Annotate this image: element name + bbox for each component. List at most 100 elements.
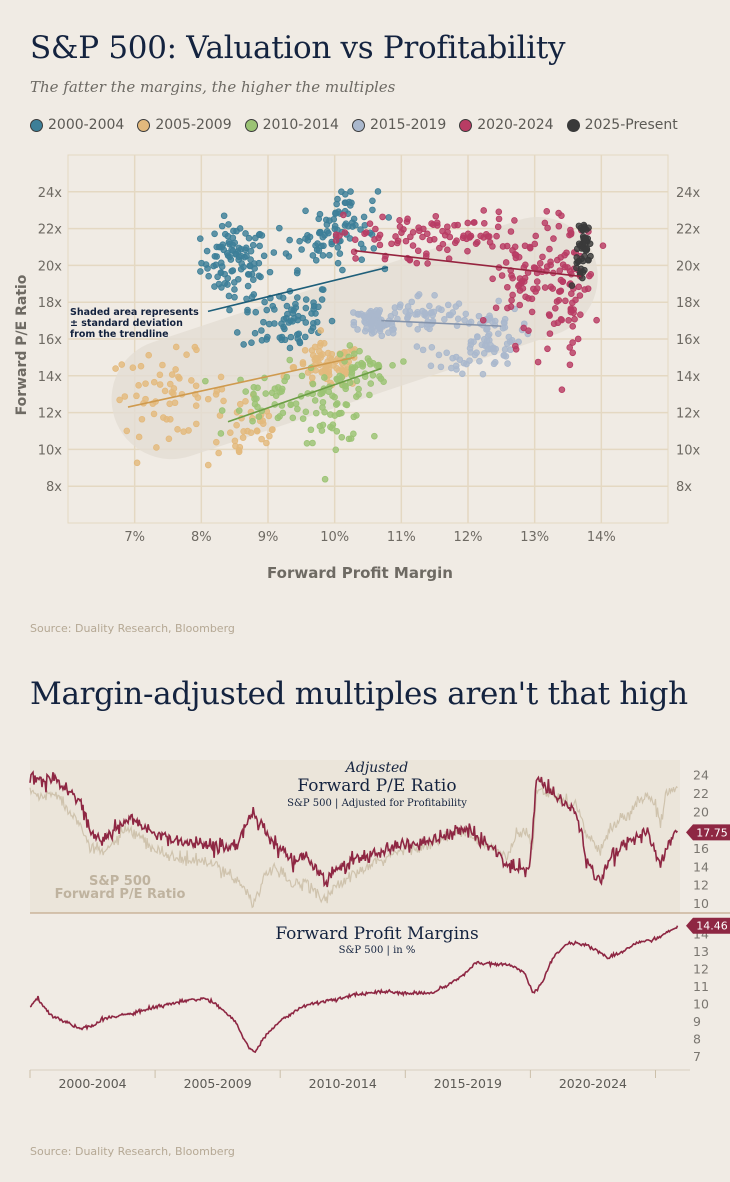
scatter-point [559, 261, 567, 268]
pe-y-tick: 20 [693, 804, 709, 819]
legend-label: 2015-2019 [369, 117, 447, 133]
scatter-point [555, 296, 563, 304]
scatter-point [299, 359, 307, 366]
scatter-point [318, 427, 326, 434]
scatter-point [581, 286, 589, 293]
scatter-point [215, 280, 223, 288]
scatter-point [229, 234, 237, 242]
trend-line [207, 266, 389, 313]
scatter-point [568, 282, 576, 289]
margin-badge-value: 14.46 [696, 920, 728, 933]
scatter-point [153, 444, 160, 451]
scatter-point [470, 338, 477, 346]
scatter-point [274, 414, 282, 422]
scatter-point [504, 360, 511, 367]
scatter-point [369, 372, 377, 379]
scatter-point [165, 435, 173, 443]
scatter-point [320, 242, 327, 250]
scatter-point [214, 273, 221, 281]
scatter-point [309, 380, 317, 388]
scatter-point [454, 315, 462, 323]
scatter-point [381, 255, 389, 263]
y-tick-label-left: 18x [38, 296, 63, 311]
scatter-point [309, 252, 317, 259]
scatter-point [533, 278, 541, 285]
scatter-point [546, 245, 553, 253]
scatter-point [367, 318, 375, 326]
scatter-point [317, 327, 325, 334]
scatter-point [500, 352, 508, 359]
scatter-point [150, 410, 158, 418]
scatter-point [211, 230, 218, 238]
scatter-point [330, 216, 338, 223]
scatter-point [302, 207, 309, 215]
scatter-point [299, 415, 307, 422]
scatter-point [298, 246, 305, 253]
scatter-point [314, 240, 321, 247]
scatter-point [239, 434, 247, 441]
scatter-point [341, 229, 349, 236]
scatter-point [279, 294, 287, 302]
scatter-point [202, 261, 210, 268]
scatter-point [599, 242, 607, 250]
scatter-point [286, 236, 293, 244]
scatter-point [355, 311, 363, 318]
scatter-point [298, 372, 306, 380]
margin-y-tick: 10 [693, 996, 709, 1011]
scatter-point [225, 292, 233, 300]
scatter-point [582, 234, 589, 242]
scatter-point [413, 259, 421, 267]
scatter-point [168, 371, 176, 378]
scatter-point [348, 366, 355, 373]
scatter-point [356, 347, 363, 355]
scatter-point [350, 215, 358, 223]
y-tick-label-left: 12x [38, 407, 63, 422]
scatter-point [193, 346, 200, 354]
scatter-point [492, 304, 500, 312]
scatter-point [481, 342, 489, 349]
scatter-point [256, 230, 264, 238]
scatter-point [318, 286, 326, 293]
scatter-point [443, 349, 450, 357]
scatter-point [437, 363, 445, 371]
scatter-point [285, 319, 293, 326]
scatter-point [331, 222, 339, 230]
scatter-point [233, 421, 240, 429]
scatter-point [256, 242, 263, 250]
y-tick-label-right: 24x [676, 186, 701, 201]
scatter-point [121, 393, 129, 400]
legend-item-2020-2024: 2020-2024 [459, 117, 554, 133]
pe-y-tick: 12 [693, 878, 709, 893]
scatter-point [489, 275, 496, 283]
scatter-point [280, 316, 288, 323]
scatter-point [559, 278, 567, 285]
scatter-point [546, 330, 554, 337]
scatter-point [317, 390, 324, 398]
scatter-point [332, 446, 340, 454]
scatter-point [427, 362, 435, 370]
scatter-point [220, 212, 228, 220]
scatter-point [242, 244, 250, 252]
scatter-point [341, 190, 349, 198]
scatter-point [464, 247, 471, 255]
scatter-point [419, 307, 426, 315]
scatter-point [204, 395, 212, 403]
scatter-point [459, 370, 466, 378]
scatter-point [369, 197, 376, 205]
scatter-point [507, 228, 515, 235]
scatter-point [255, 413, 263, 420]
scatter-point [358, 256, 366, 264]
y-tick-label-right: 16x [676, 333, 701, 348]
scatter-point [281, 336, 289, 344]
pe-y-tick: 22 [693, 786, 709, 801]
y-tick-label-left: 20x [38, 259, 63, 274]
scatter-point [293, 269, 301, 277]
scatter-point [133, 392, 140, 400]
scatter-point [251, 329, 259, 337]
x-period-label: 2000-2004 [58, 1076, 126, 1091]
scatter-point [477, 232, 484, 240]
y-tick-label-left: 10x [38, 443, 63, 458]
scatter-point [379, 213, 386, 221]
scatter-point [512, 342, 519, 350]
x-period-label: 2005-2009 [184, 1076, 252, 1091]
